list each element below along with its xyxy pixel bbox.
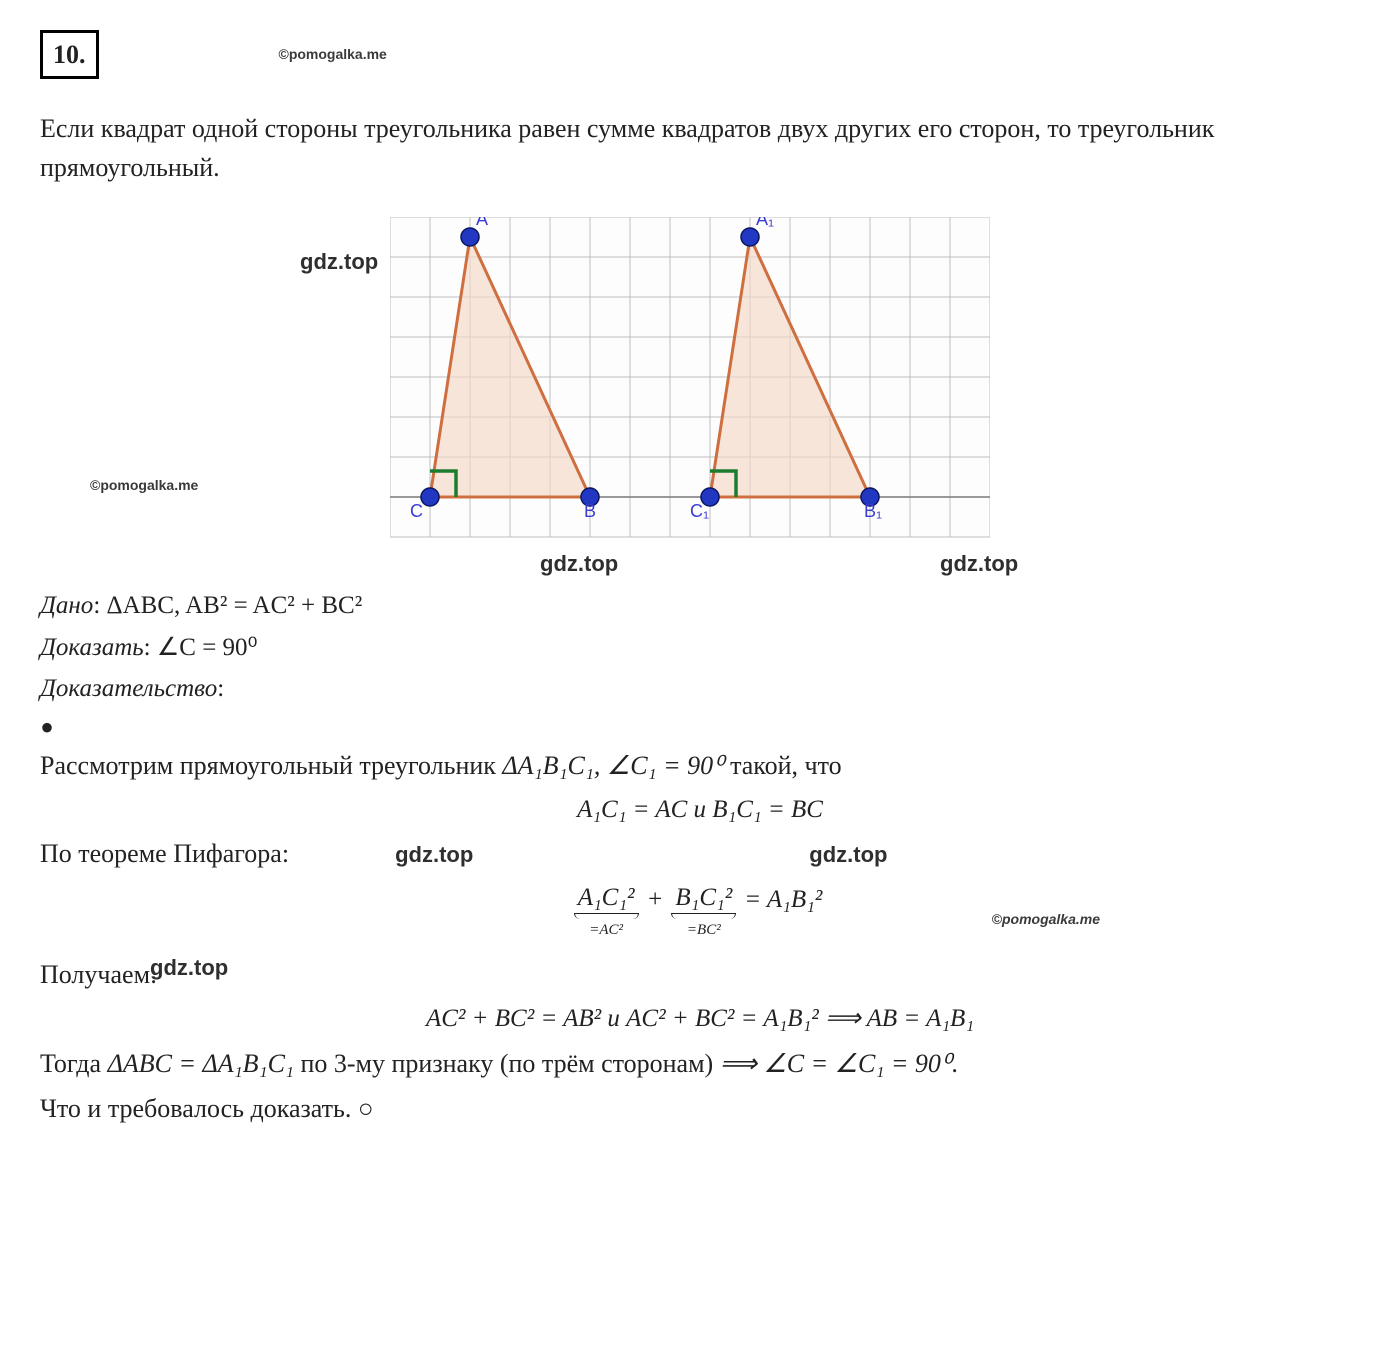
svg-text:A: A <box>476 217 488 229</box>
svg-text:A₁: A₁ <box>756 217 774 229</box>
header-row: 10. ©pomogalka.me <box>40 30 1360 79</box>
equation-1: A₁C₁ = AC и B₁C₁ = BC <box>40 791 1360 829</box>
equation-2: AC² + BC² = AB² и AC² + BC² = A₁B₁² ⟹ AB… <box>40 1000 1360 1038</box>
given-text: : ΔABC, AB² = AC² + BC² <box>93 592 362 619</box>
proof-line-2: По теореме Пифагора: <box>40 834 289 873</box>
proof-line-4a: Тогда <box>40 1049 108 1078</box>
proof-line-1b: ΔA₁B₁C₁, ∠C₁ = 90⁰ <box>502 751 723 780</box>
proof-line-1c: такой, что <box>724 751 842 780</box>
prove-line: Доказать: ∠C = 90⁰ <box>40 629 1360 667</box>
proof-line-3: Получаем: <box>40 955 1360 994</box>
ub-right-bot: =BC² <box>687 919 721 942</box>
ub-right-top: B₁C₁² <box>671 879 736 917</box>
prove-text: : ∠C = 90⁰ <box>144 634 258 661</box>
copyright-side: ©pomogalka.me <box>90 475 198 496</box>
underbrace-right: B₁C₁² =BC² <box>671 879 736 941</box>
svg-text:C₁: C₁ <box>690 501 709 521</box>
proof-line-1a: Рассмотрим прямоугольный треугольник <box>40 751 502 780</box>
underbrace-left: A₁C₁² =AC² <box>574 879 639 941</box>
copyright-inline: ©pomogalka.me <box>992 909 1100 930</box>
pythagoras-row: По теореме Пифагора: gdz.top gdz.top <box>40 834 1360 879</box>
theorem-statement: Если квадрат одной стороны треугольника … <box>40 109 1360 187</box>
copyright-top: ©pomogalka.me <box>279 44 387 65</box>
proof-colon: : <box>217 675 224 702</box>
proof-label: Доказательство <box>40 675 217 702</box>
result-row: gdz.top Получаем: <box>40 955 1360 994</box>
problem-number: 10. <box>40 30 99 79</box>
proof-line-4: Тогда ΔABC = ΔA₁B₁C₁ по 3-му признаку (п… <box>40 1044 1360 1083</box>
svg-text:C: C <box>410 501 423 521</box>
watermark-gdz-7: gdz.top <box>150 951 228 984</box>
svg-text:B: B <box>584 501 596 521</box>
proof-line-4b: ΔABC = ΔA₁B₁C₁ <box>108 1049 294 1078</box>
prove-label: Доказать <box>40 634 144 661</box>
watermark-gdz-5: gdz.top <box>395 842 473 867</box>
watermark-gdz-6: gdz.top <box>809 842 887 867</box>
proof-line-1: Рассмотрим прямоугольный треугольник ΔA₁… <box>40 746 1360 785</box>
ub-eq: = A₁B₁² <box>738 881 828 919</box>
underbrace-equation: A₁C₁² =AC² + B₁C₁² =BC² = A₁B₁² ©pomogal… <box>40 879 1360 941</box>
brace-icon-left <box>574 913 639 919</box>
brace-icon-right <box>671 913 736 919</box>
watermark-gdz-1: gdz.top <box>300 245 378 278</box>
ub-left-top: A₁C₁² <box>574 879 639 917</box>
proof-final: Что и требовалось доказать. ○ <box>40 1089 1360 1128</box>
proof-label-line: Доказательство: <box>40 670 1360 708</box>
figure-container: gdz.top gdz.top gdz.top gdz.top ©pomogal… <box>40 217 1360 577</box>
given-label: Дано <box>40 592 93 619</box>
ub-plus: + <box>641 881 670 919</box>
given-line: Дано: ΔABC, AB² = AC² + BC² <box>40 587 1360 625</box>
proof-line-4d: ⟹ ∠C = ∠C₁ = 90⁰ <box>720 1049 952 1078</box>
svg-text:B₁: B₁ <box>864 501 882 521</box>
proof-line-4c: по 3-му признаку (по трём сторонам) <box>294 1049 720 1078</box>
ub-left-bot: =AC² <box>589 919 623 942</box>
triangles-diagram: A B C A₁ B₁ C₁ <box>390 217 990 557</box>
bullet-icon: • <box>40 718 1360 738</box>
